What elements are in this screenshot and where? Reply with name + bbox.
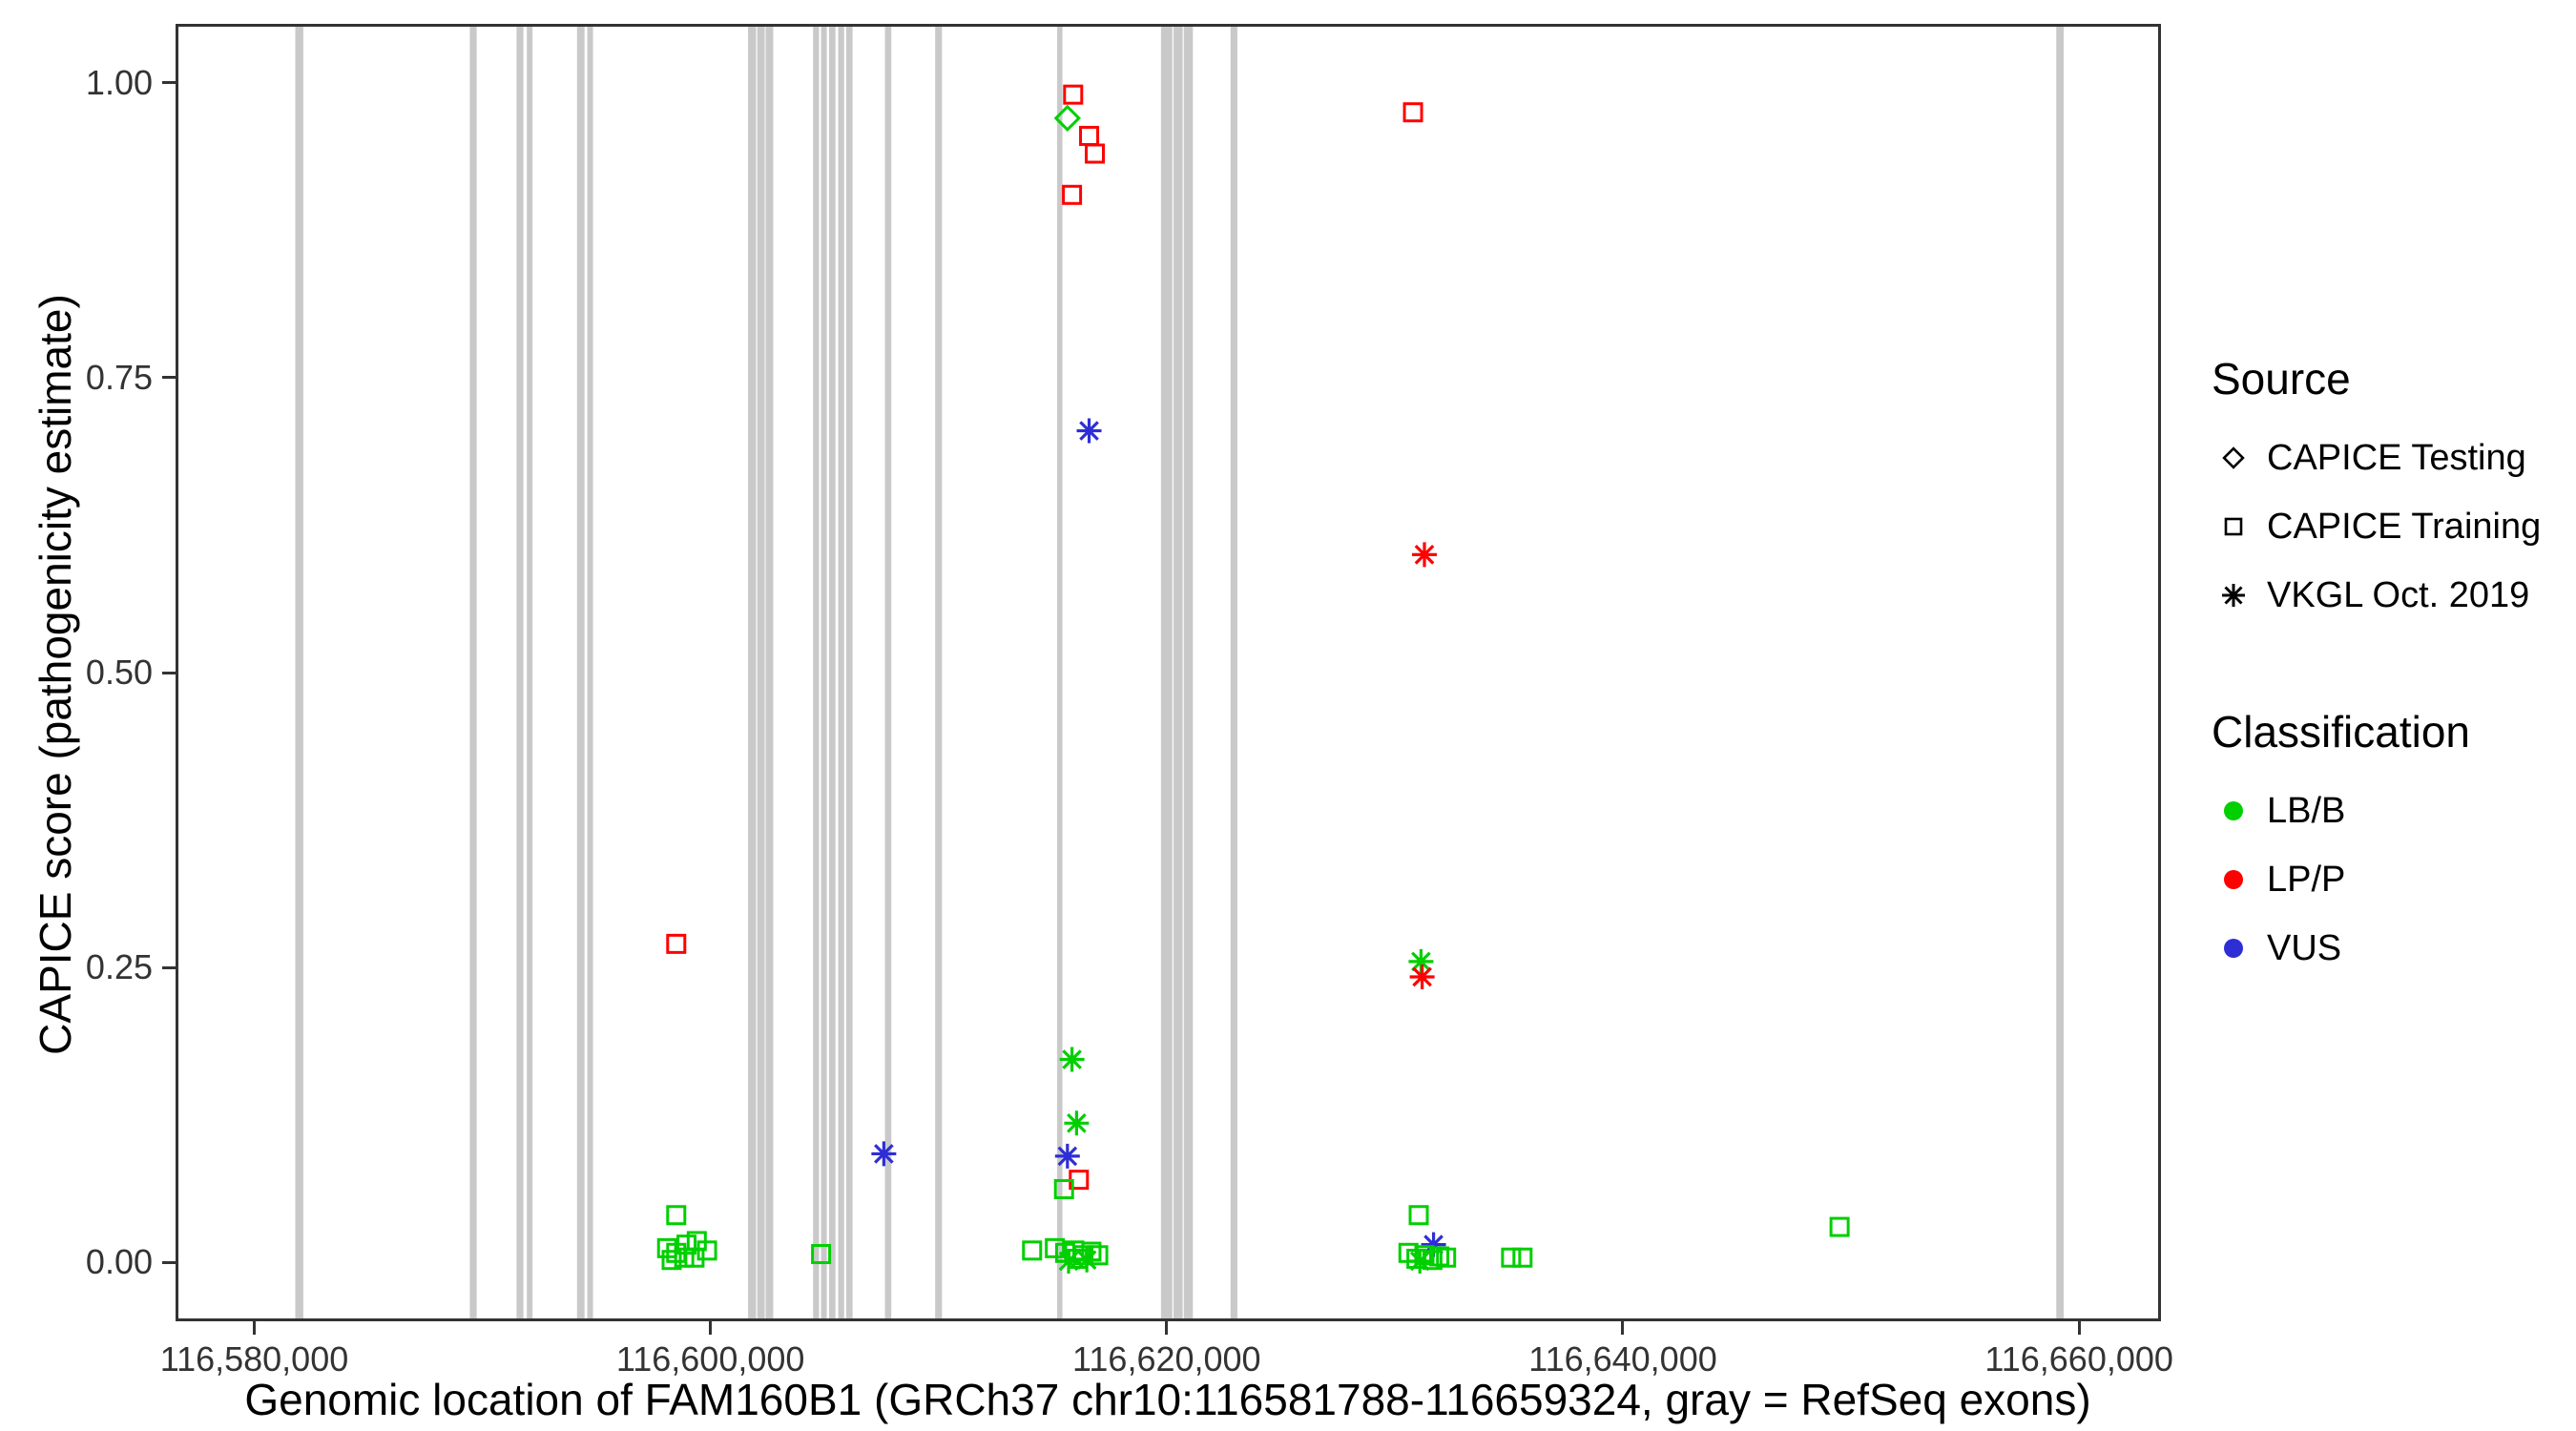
panel-border xyxy=(176,24,2161,1321)
point-asterisk xyxy=(1421,1232,1446,1257)
x-tick-mark xyxy=(1621,1321,1625,1335)
refseq-exon-bar xyxy=(295,24,303,1321)
asterisk-icon xyxy=(2212,573,2255,617)
point-asterisk xyxy=(1076,418,1102,444)
point-asterisk xyxy=(1059,1047,1085,1072)
refseq-exon-bar xyxy=(821,24,827,1321)
point-asterisk xyxy=(1074,1247,1100,1273)
point-asterisk xyxy=(1411,542,1437,568)
point-square xyxy=(1436,1247,1457,1268)
refseq-exon-bar xyxy=(2056,24,2065,1321)
legend-label-capice-testing: CAPICE Testing xyxy=(2267,437,2526,478)
lpp-dot-icon xyxy=(2212,858,2255,902)
refseq-exon-bar xyxy=(576,24,585,1321)
y-tick-label: 1.00 xyxy=(85,62,153,102)
refseq-exon-bar xyxy=(748,24,757,1321)
square-icon xyxy=(2212,505,2255,549)
y-tick-mark xyxy=(162,965,176,969)
x-axis-title: Genomic location of FAM160B1 (GRCh37 chr… xyxy=(244,1375,2091,1424)
point-square xyxy=(1045,1237,1066,1258)
diamond-icon xyxy=(2212,436,2255,480)
refseq-exon-bar xyxy=(838,24,844,1321)
point-square xyxy=(1512,1247,1533,1268)
point-asterisk xyxy=(1407,1248,1433,1274)
refseq-exon-bar xyxy=(845,24,853,1321)
point-asterisk xyxy=(1056,1248,1082,1274)
refseq-exon-bar xyxy=(1160,24,1173,1321)
legend: Source CAPICE Testing CAPICE Training VK… xyxy=(2212,353,2541,983)
point-square xyxy=(666,933,687,954)
point-square xyxy=(1402,102,1423,123)
y-tick-label: 0.00 xyxy=(85,1242,153,1282)
refseq-exon-bar xyxy=(935,24,943,1321)
refseq-exon-bar xyxy=(1183,24,1194,1321)
refseq-exon-bar xyxy=(587,24,593,1321)
point-square xyxy=(684,1247,705,1268)
lbb-dot-icon xyxy=(2212,789,2255,833)
legend-item-capice-training: CAPICE Training xyxy=(2212,492,2541,561)
point-asterisk xyxy=(1064,1110,1090,1136)
point-square xyxy=(1062,184,1083,205)
point-asterisk xyxy=(1409,964,1435,989)
legend-classification-title: Classification xyxy=(2212,707,2470,757)
legend-item-lpp: LP/P xyxy=(2212,845,2541,914)
point-square xyxy=(674,1247,695,1268)
point-square xyxy=(1501,1247,1522,1268)
refseq-exon-bar xyxy=(765,24,774,1321)
legend-classification-section: Classification LB/B LP/P VUS xyxy=(2212,706,2541,983)
refseq-exon-bar xyxy=(1230,24,1237,1321)
legend-source-section: Source CAPICE Testing CAPICE Training VK… xyxy=(2212,353,2541,630)
refseq-exon-bar xyxy=(1173,24,1183,1321)
refseq-exon-bar xyxy=(828,24,836,1321)
legend-item-lbb: LB/B xyxy=(2212,777,2541,845)
legend-label-lbb: LB/B xyxy=(2267,790,2346,831)
point-square xyxy=(661,1250,682,1271)
point-square xyxy=(696,1240,717,1261)
point-square xyxy=(1022,1240,1043,1261)
plot-panel xyxy=(176,24,2161,1321)
refseq-exon-bar xyxy=(757,24,765,1321)
refseq-exon-bar xyxy=(1057,24,1063,1321)
point-asterisk xyxy=(871,1141,897,1167)
legend-label-vkgl: VKGL Oct. 2019 xyxy=(2267,574,2530,615)
x-tick-mark xyxy=(1165,1321,1169,1335)
refseq-exon-bar xyxy=(469,24,477,1321)
plot-canvas xyxy=(176,24,2161,1321)
x-tick-mark xyxy=(2077,1321,2081,1335)
point-square xyxy=(1085,143,1106,164)
legend-item-vus: VUS xyxy=(2212,914,2541,983)
y-tick-mark xyxy=(162,1260,176,1264)
point-square xyxy=(811,1244,832,1265)
y-axis-title: CAPICE score (pathogenicity estimate) xyxy=(31,294,80,1055)
refseq-exon-bar xyxy=(813,24,820,1321)
point-square xyxy=(1063,84,1084,105)
y-tick-mark xyxy=(162,376,176,380)
legend-item-capice-testing: CAPICE Testing xyxy=(2212,424,2541,492)
point-square xyxy=(1053,1179,1074,1200)
point-square xyxy=(1079,125,1100,146)
legend-source-title: Source xyxy=(2212,354,2351,404)
point-square xyxy=(1829,1216,1850,1237)
refseq-exon-bar xyxy=(527,24,533,1321)
x-tick-mark xyxy=(252,1321,256,1335)
vus-dot-icon xyxy=(2212,926,2255,970)
y-tick-mark xyxy=(162,671,176,674)
point-diamond xyxy=(1053,104,1081,133)
refseq-exon-bar xyxy=(516,24,524,1321)
point-asterisk xyxy=(1054,1143,1080,1169)
point-square xyxy=(1408,1205,1429,1226)
y-tick-mark xyxy=(162,81,176,85)
legend-item-vkgl: VKGL Oct. 2019 xyxy=(2212,561,2541,630)
legend-label-vus: VUS xyxy=(2267,927,2342,968)
legend-label-lpp: LP/P xyxy=(2267,859,2346,900)
point-square xyxy=(666,1205,687,1226)
x-tick-mark xyxy=(709,1321,713,1335)
legend-label-capice-training: CAPICE Training xyxy=(2267,506,2542,547)
refseq-exon-bar xyxy=(884,24,892,1321)
point-asterisk xyxy=(1408,948,1434,974)
